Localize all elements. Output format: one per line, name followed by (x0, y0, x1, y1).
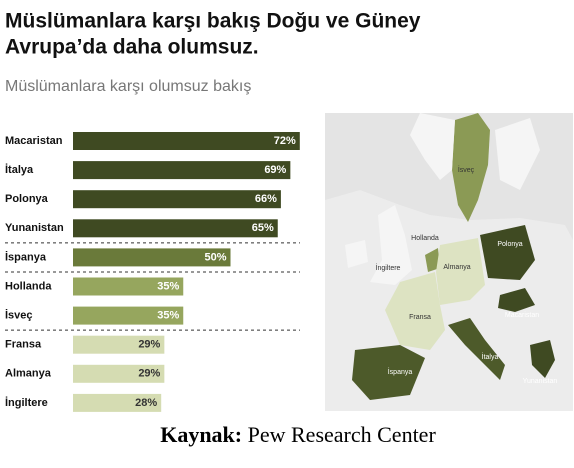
bar (73, 248, 231, 267)
bar (73, 335, 165, 354)
category-label: Macaristan (5, 135, 63, 147)
source-name: Pew Research Center (248, 422, 437, 447)
bar (73, 132, 300, 150)
value-label: 29% (138, 339, 160, 351)
map-label: İsveç (458, 165, 475, 174)
map-italy (448, 318, 505, 380)
category-label: Yunanistan (5, 222, 64, 234)
map-uk (370, 205, 412, 285)
chart-title: Avrupa’da daha olumsuz. (5, 36, 259, 59)
map-netherlands (425, 248, 440, 272)
map-spain (352, 345, 425, 400)
map-label: İngiltere (376, 263, 401, 272)
source: Kaynak: Pew Research Center (160, 422, 436, 447)
category-label: İsveç (5, 309, 33, 322)
value-label: 35% (157, 280, 179, 292)
category-label: İngiltere (5, 396, 48, 409)
map-sweden (452, 113, 490, 222)
value-label: 50% (204, 251, 226, 263)
map: İsveç Hollanda İngiltere Almanya Polonya Fran… (325, 113, 573, 411)
map-france (385, 272, 445, 350)
value-label: 69% (264, 164, 286, 176)
value-label: 28% (135, 397, 157, 409)
category-label: İspanya (5, 250, 47, 263)
map-label: İtalya (482, 352, 499, 361)
value-label: 29% (138, 368, 160, 380)
bar (73, 364, 165, 383)
map-label: İspanya (388, 367, 413, 376)
map-hungary (498, 288, 535, 312)
map-label: Macaristan (505, 312, 539, 319)
map-greece (530, 340, 555, 378)
map-ireland (345, 240, 368, 268)
category-label: İtalya (5, 163, 34, 176)
bar (73, 393, 162, 412)
map-label: Almanya (443, 264, 470, 271)
bar (73, 277, 184, 296)
bar (73, 219, 278, 238)
value-label: 35% (157, 310, 179, 322)
map-label: Polonya (497, 241, 522, 248)
bar (73, 306, 184, 325)
category-label: Fransa (5, 339, 42, 351)
map-finland (495, 118, 540, 190)
value-label: 72% (274, 135, 296, 147)
chart-subtitle: Müslümanlara karşı olumsuz bakış (5, 78, 251, 95)
bar (73, 190, 281, 209)
map-label: Yunanistan (523, 378, 558, 385)
chart-title: Müslümanlara karşı bakış Doğu ve Güney (5, 10, 421, 33)
category-label: Almanya (5, 368, 52, 380)
category-label: Polonya (5, 193, 49, 205)
category-label: Hollanda (5, 280, 52, 292)
map-label: Hollanda (411, 235, 439, 242)
map-norway (410, 113, 455, 180)
value-label: 66% (255, 193, 277, 205)
source-prefix: Kaynak: (160, 422, 242, 447)
value-label: 65% (252, 222, 274, 234)
bar (73, 161, 291, 180)
map-poland (480, 225, 535, 280)
map-germany (436, 238, 485, 305)
map-label: Fransa (409, 314, 431, 321)
